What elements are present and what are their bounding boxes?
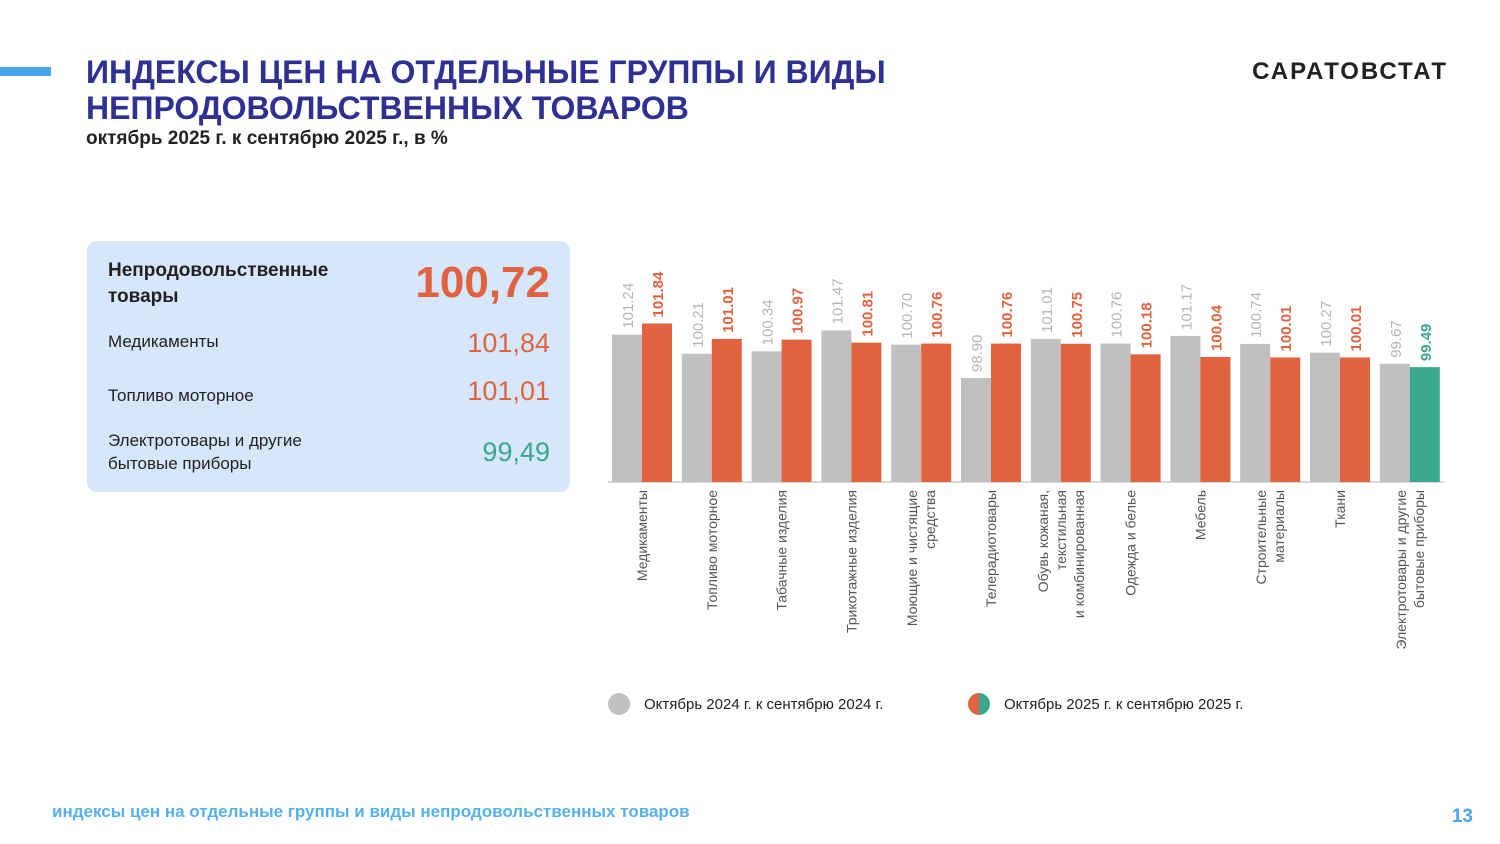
summary-row-label-3: Электротовары и другие бытовые приборы: [108, 429, 388, 475]
summary-main-label-line-2: товары: [108, 286, 179, 307]
title-line-1: ИНДЕКСЫ ЦЕН НА ОТДЕЛЬНЫЕ ГРУППЫ И ВИДЫ: [86, 54, 886, 90]
legend-marker-2025: [968, 693, 990, 715]
bar-2024-0: [612, 334, 642, 482]
title-line-2: НЕПРОДОВОЛЬСТВЕННЫХ ТОВАРОВ: [86, 90, 689, 126]
data-label-2025-2: 100.97: [790, 288, 807, 334]
page-number: 13: [1451, 806, 1473, 827]
bar-2024-10: [1310, 352, 1340, 482]
bar-2024-4: [891, 344, 922, 482]
page-subtitle: октябрь 2025 г. к сентябрю 2025 г., в %: [86, 128, 448, 149]
summary-row-3-label-line-1: Электротовары и другие: [108, 431, 302, 450]
bar-2024-5: [961, 378, 991, 482]
bar-2024-7: [1100, 343, 1131, 482]
legend-marker-2024: [608, 693, 630, 715]
data-label-2024-4: 100.70: [899, 293, 916, 339]
category-label-8-0: Мебель: [1192, 490, 1208, 540]
category-label-11-1: бытовые приборы: [1411, 490, 1427, 608]
category-label-9-1: материалы: [1271, 490, 1287, 563]
category-label-6-1: текстильная: [1053, 490, 1069, 570]
category-label-1-0: Топливо моторное: [704, 490, 720, 610]
legend-label-2024: Октябрь 2024 г. к сентябрю 2024 г.: [644, 695, 884, 713]
data-label-2024-1: 100.21: [690, 302, 707, 348]
data-label-2025-0: 101.84: [650, 271, 667, 318]
bar-2025-10: [1340, 357, 1370, 482]
bar-2024-9: [1240, 343, 1271, 482]
bar-2024-6: [1030, 338, 1061, 482]
category-label-0-0: Медикаменты: [634, 490, 650, 581]
bar-2025-4: [921, 343, 952, 482]
summary-row-label-2: Топливо моторное: [108, 384, 388, 407]
bar-2024-1: [681, 353, 712, 482]
summary-row-1-label: Медикаменты: [108, 332, 219, 351]
category-label-6-0: Обувь кожаная,: [1035, 490, 1051, 592]
summary-row-label-1: Медикаменты: [108, 330, 388, 353]
bar-2025-6: [1060, 343, 1091, 482]
bar-2024-8: [1170, 335, 1201, 482]
bar-2025-5: [991, 343, 1021, 482]
data-label-2025-4: 100.76: [929, 292, 946, 338]
data-label-2025-7: 100.18: [1139, 302, 1156, 348]
category-label-5-0: Телерадиотовары: [983, 490, 999, 607]
bar-2025-1: [711, 338, 742, 482]
summary-main-label: Непродовольственные товары: [108, 258, 388, 310]
bar-2024-11: [1379, 363, 1410, 482]
category-label-7-0: Одежда и белье: [1123, 490, 1139, 596]
data-label-2024-5: 98.90: [969, 335, 986, 373]
bar-2025-2: [781, 339, 812, 482]
legend-item-2025: Октябрь 2025 г. к сентябрю 2025 г.: [968, 693, 1243, 715]
data-label-2025-6: 100.75: [1069, 292, 1086, 338]
legend-label-2025: Октябрь 2025 г. к сентябрю 2025 г.: [1004, 695, 1244, 713]
bar-2024-3: [821, 330, 852, 482]
category-label-9-0: Строительные: [1253, 490, 1269, 585]
category-label-4-1: средства: [922, 490, 938, 549]
data-label-2024-3: 101.47: [829, 279, 846, 325]
data-label-2024-8: 101.17: [1178, 284, 1195, 330]
category-label-2-0: Табачные изделия: [774, 490, 790, 611]
data-label-2024-2: 100.34: [760, 299, 777, 345]
data-label-2025-10: 100.01: [1348, 306, 1365, 352]
category-label-10-0: Ткани: [1332, 490, 1348, 528]
bar-2024-2: [751, 351, 782, 482]
data-label-2024-7: 100.76: [1109, 292, 1126, 338]
data-label-2025-11: 99.49: [1418, 324, 1435, 362]
bar-2025-9: [1270, 357, 1301, 482]
summary-row-value-2: 101,01: [467, 376, 550, 406]
brand-logo-text: САРАТОВСТАТ: [1252, 58, 1448, 85]
bar-2025-7: [1130, 354, 1161, 482]
summary-main-label-line-1: Непродовольственные: [108, 260, 329, 281]
data-label-2024-10: 100.27: [1318, 301, 1335, 347]
legend-item-2024: Октябрь 2024 г. к сентябрю 2024 г.: [608, 693, 883, 715]
bar-2025-0: [642, 323, 672, 482]
page-title: ИНДЕКСЫ ЦЕН НА ОТДЕЛЬНЫЕ ГРУППЫ И ВИДЫ Н…: [86, 54, 1086, 126]
category-label-6-2: и комбинированная: [1071, 490, 1087, 618]
data-label-2025-3: 100.81: [859, 291, 876, 337]
summary-row-value-1: 101,84: [467, 328, 550, 358]
data-label-2024-9: 100.74: [1248, 292, 1265, 338]
footer-caption: индексы цен на отдельные группы и виды н…: [52, 802, 690, 821]
category-label-4-0: Моющие и чистящие: [904, 490, 920, 626]
data-label-2024-6: 101.01: [1039, 287, 1056, 333]
data-label-2025-1: 101.01: [720, 287, 737, 333]
category-label-3-0: Трикотажные изделия: [843, 490, 859, 633]
bar-2025-3: [851, 342, 882, 482]
category-label-11-0: Электротовары и другие: [1393, 490, 1409, 650]
data-label-2025-5: 100.76: [999, 292, 1016, 338]
summary-row-value-3: 99,49: [482, 437, 550, 467]
bar-2025-8: [1200, 356, 1231, 482]
accent-bar: [0, 67, 51, 76]
summary-main-value: 100,72: [415, 258, 550, 307]
data-label-2025-8: 100.04: [1208, 304, 1225, 351]
summary-row-2-label: Топливо моторное: [108, 386, 254, 405]
data-label-2025-9: 100.01: [1278, 306, 1295, 352]
data-label-2024-11: 99.67: [1388, 320, 1405, 358]
data-label-2024-0: 101.24: [620, 283, 637, 329]
summary-row-3-label-line-2: бытовые приборы: [108, 454, 252, 473]
summary-panel: Непродовольственные товары 100,72 Медика…: [87, 241, 570, 492]
bar-2025-11: [1409, 367, 1440, 482]
